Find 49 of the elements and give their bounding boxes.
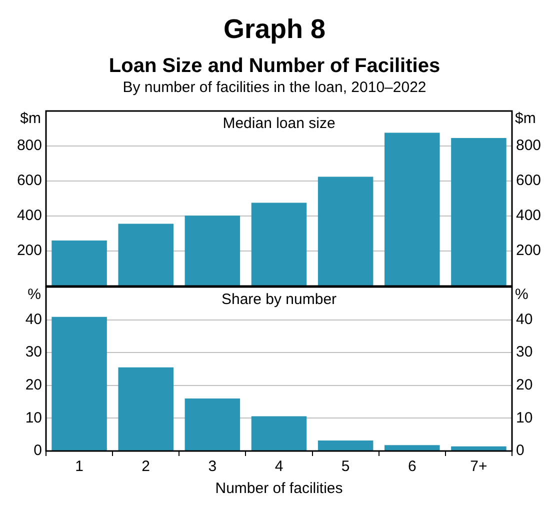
y-tick-label: 200 [16, 242, 42, 260]
y2-tick-label: 400 [516, 207, 542, 224]
bar [318, 440, 374, 450]
chart-subtitle: Loan Size and Number of Facilities [108, 54, 442, 78]
y2-axis-title: $m [515, 110, 536, 128]
y2-tick-label: 800 [516, 137, 542, 154]
y2-tick-label: 200 [516, 242, 542, 260]
x-tick-label: 1 [75, 458, 84, 476]
bar [184, 398, 240, 450]
y-tick-label: 30 [25, 344, 42, 361]
y2-axis-title: % [515, 286, 528, 304]
y-axis-title: % [28, 286, 41, 304]
y-tick-label: 20 [25, 376, 42, 394]
y-tick-label: 600 [16, 172, 42, 190]
bar [52, 240, 107, 286]
x-tick-label: 3 [208, 458, 217, 476]
y2-tick-label: 0 [516, 442, 524, 460]
x-tick-label: 5 [341, 458, 350, 476]
bar [318, 176, 374, 286]
y-tick-label: 0 [34, 442, 42, 460]
x-tick-label: 4 [274, 458, 284, 476]
y-tick-label: 40 [25, 310, 42, 328]
bar [118, 367, 174, 450]
bar [451, 446, 506, 450]
text: By number of facilities in the loan, 2010–2022 [122, 79, 428, 97]
x-tick-label: 6 [408, 458, 416, 476]
y2-tick-label: 40 [516, 310, 533, 328]
bar [251, 202, 307, 286]
y-tick-label: 800 [16, 137, 42, 154]
bar [384, 445, 440, 450]
y-axis-title: $m [20, 110, 41, 128]
bar [451, 138, 506, 286]
y2-tick-label: 600 [516, 172, 542, 190]
x-tick-label: 7+ [470, 458, 488, 476]
bar [384, 132, 440, 286]
y-tick-label: 10 [25, 409, 42, 426]
y2-tick-label: 10 [516, 409, 533, 426]
y-tick-label: 400 [16, 207, 42, 224]
chart-title: Graph 8 [222, 13, 327, 44]
x-tick-label: 2 [142, 458, 150, 476]
y2-tick-label: 20 [516, 376, 533, 394]
bar [251, 416, 307, 450]
annotation: Median loan size [222, 115, 336, 132]
annotation: Share by number [221, 291, 337, 308]
bar [184, 216, 240, 286]
bar [52, 316, 107, 450]
y2-tick-label: 30 [516, 344, 533, 361]
x-axis-title: Number of facilities [215, 480, 343, 498]
bar [118, 224, 174, 286]
